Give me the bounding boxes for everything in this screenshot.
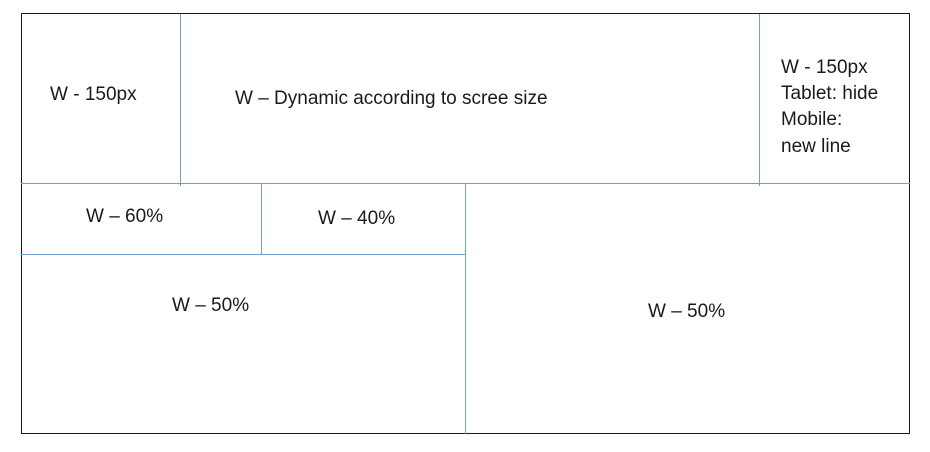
label-center-cell: W – Dynamic according to scree size bbox=[235, 88, 548, 109]
divider-top-left bbox=[180, 14, 181, 186]
divider-top-right bbox=[759, 14, 760, 186]
divider-bottom-left-sub bbox=[261, 184, 262, 254]
divider-horizontal-main bbox=[21, 183, 910, 184]
divider-bottom-left-horizontal bbox=[21, 254, 465, 255]
label-bottom-left-sub-right: W – 40% bbox=[318, 208, 396, 229]
label-right-cell-line2: Tablet: hide bbox=[781, 83, 879, 104]
label-right-cell-line4: new line bbox=[781, 136, 851, 157]
divider-bottom-center bbox=[465, 184, 466, 434]
label-right-cell-line3: Mobile: bbox=[781, 109, 843, 130]
label-left-cell: W - 150px bbox=[50, 84, 137, 105]
label-bottom-right: W – 50% bbox=[648, 301, 726, 322]
label-bottom-left-sub-left: W – 60% bbox=[86, 206, 164, 227]
label-right-cell-line1: W - 150px bbox=[781, 57, 868, 78]
label-bottom-left-lower: W – 50% bbox=[172, 295, 250, 316]
